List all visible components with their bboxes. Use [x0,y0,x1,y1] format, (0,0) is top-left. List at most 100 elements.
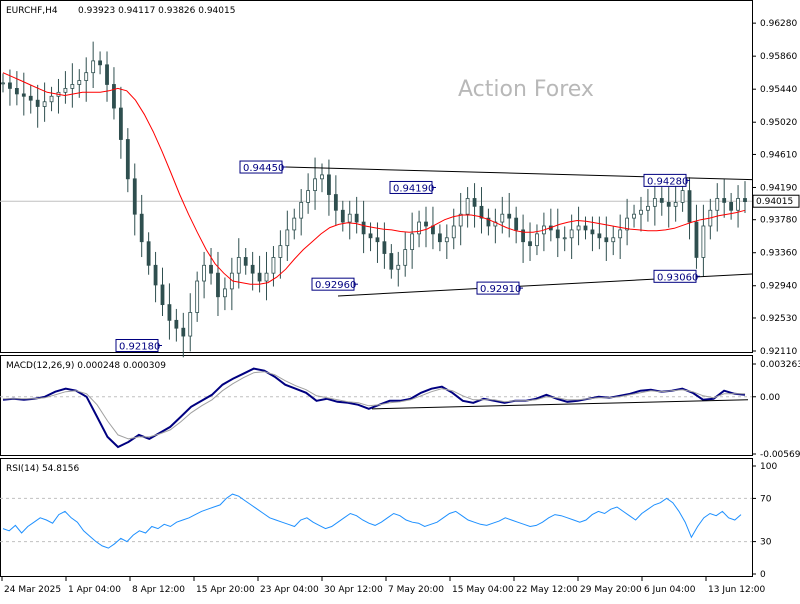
candle-body [236,257,241,274]
candle-body [271,257,276,274]
candle-body [146,241,151,266]
candle-body [507,213,512,219]
candle-body [458,213,463,227]
price-tick-label: 0.93360 [760,249,797,259]
price-tick-label: 0.95020 [760,118,797,128]
candle-body [569,229,574,239]
rsi-pane-frame [0,458,753,577]
candle-body [611,237,616,243]
candle-body [195,280,200,313]
rsi-tick-label: 30 [760,538,772,548]
candle-body [160,284,165,306]
candle-body [35,99,40,107]
candle-body [112,84,116,109]
candle-body [743,198,747,203]
price-tick-label: 0.95440 [760,85,797,95]
candle-body [375,237,380,243]
callout-label: 0.94450 [243,163,284,174]
candle-body [521,229,525,243]
candle-body [555,229,560,239]
candle-body [396,264,401,270]
candle-body [313,178,317,192]
macd-line [2,367,746,449]
time-tick-label: 22 May 12:00 [516,585,578,595]
callout-label: 0.94190 [393,183,434,194]
candle-body [583,225,588,231]
candle-body [1,82,5,85]
price-callouts: 0.94450 0.94190 0.94280 0.92180 0.92960 0.929… [115,160,700,352]
candle-body [424,221,428,227]
candle-body [652,198,657,207]
candle-body [209,264,213,274]
candle-body [216,272,220,298]
candle-body [410,233,415,250]
candle-body [42,101,47,107]
candle-body [715,198,720,211]
candle-body [368,233,373,239]
candle-body [306,190,311,203]
watermark-logo: Action Forex [458,77,594,102]
candle-body [223,288,227,298]
time-tick-label: 7 May 20:00 [388,585,444,595]
candle-body [465,198,470,215]
candle-body [181,327,186,337]
rsi-title: RSI(14) 54.8156 [6,464,79,474]
callout-label: 0.94280 [647,176,688,187]
callout-box [115,338,159,352]
candle-body [292,217,297,231]
candle-body [49,95,54,103]
candle-body [84,72,89,81]
callout-box [311,277,355,291]
candle-body [680,190,685,203]
rsi-tick-label: 0 [760,570,766,580]
candle-body [486,217,491,227]
time-tick-label: 30 Apr 12:00 [324,585,383,595]
candle-body [347,213,352,223]
macd-signal-line [3,371,745,440]
time-tick-label: 15 Apr 20:00 [196,585,255,595]
candle-body [264,272,269,282]
candle-body [673,202,678,207]
candle-body [8,82,12,89]
candle-body [597,233,602,239]
candle-body [63,88,68,93]
candle-body [417,221,421,235]
price-tick-label: 0.95860 [760,52,797,62]
candle-body [500,213,505,223]
callout-label: 0.93060 [657,272,698,283]
candle-body [285,229,290,247]
candle-body [118,107,123,140]
candle-body [28,95,33,101]
candle-body [354,213,359,223]
callout-label: 0.92960 [315,280,356,291]
candle-body [361,221,366,235]
callout-box [239,160,283,174]
candle-body [576,225,581,231]
candle-body [514,217,519,231]
candle-body [659,198,664,203]
candle-body [257,272,262,282]
rsi-tick-label: 100 [760,462,777,472]
candle-body [687,190,692,223]
candle-body [625,217,630,231]
candle-body [105,64,109,85]
callout-label: 0.92910 [480,284,521,295]
time-tick-label: 29 May 20:00 [580,585,642,595]
candle-body [139,213,144,243]
candle-body [327,174,331,195]
candle-body [125,139,130,180]
candle-body [562,237,567,240]
macd-indicator: 0.003263 0.00 -0.005699 [0,360,800,460]
callout-box [476,281,520,295]
moving-average-line [2,72,746,285]
callout-label: 0.92180 [119,341,160,352]
candle-body [666,202,671,207]
candle-body [535,233,539,247]
candle-body [403,249,408,266]
candle-body [98,60,102,66]
candle-body [167,304,172,321]
macd-title: MACD(12,26,9) 0.000248 0.000309 [6,361,166,371]
candle-body [701,225,706,258]
symbol-label: EURCHF,H4 [6,6,58,16]
callout-box [643,173,687,187]
